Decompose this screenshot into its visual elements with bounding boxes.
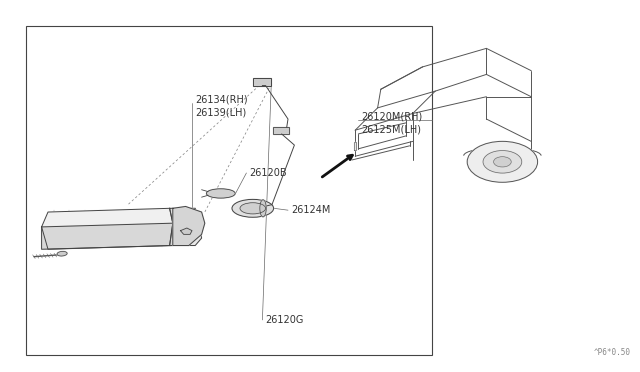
Polygon shape	[42, 208, 173, 249]
Polygon shape	[42, 223, 173, 249]
Text: 26134(RH)
26139(LH): 26134(RH) 26139(LH)	[195, 94, 248, 118]
Bar	[273, 127, 289, 134]
Polygon shape	[170, 208, 198, 223]
Text: 26120M(RH)
26125M(LH): 26120M(RH) 26125M(LH)	[362, 111, 423, 134]
Ellipse shape	[206, 189, 236, 198]
Bar	[273, 127, 289, 134]
Polygon shape	[180, 228, 192, 234]
Circle shape	[493, 157, 511, 167]
Bar	[26, 26, 432, 355]
Ellipse shape	[57, 251, 67, 256]
Polygon shape	[354, 142, 356, 150]
Polygon shape	[170, 223, 202, 246]
Circle shape	[483, 151, 522, 173]
Bar	[253, 78, 271, 86]
Ellipse shape	[232, 199, 274, 217]
Polygon shape	[173, 206, 205, 246]
Ellipse shape	[240, 203, 266, 214]
Text: 26124M: 26124M	[291, 205, 331, 215]
Bar	[253, 78, 271, 86]
Text: ^P6*0.50: ^P6*0.50	[593, 348, 630, 357]
Ellipse shape	[260, 200, 266, 217]
Circle shape	[467, 141, 538, 182]
Text: 26120G: 26120G	[266, 315, 304, 325]
Text: 26120B: 26120B	[250, 168, 287, 178]
